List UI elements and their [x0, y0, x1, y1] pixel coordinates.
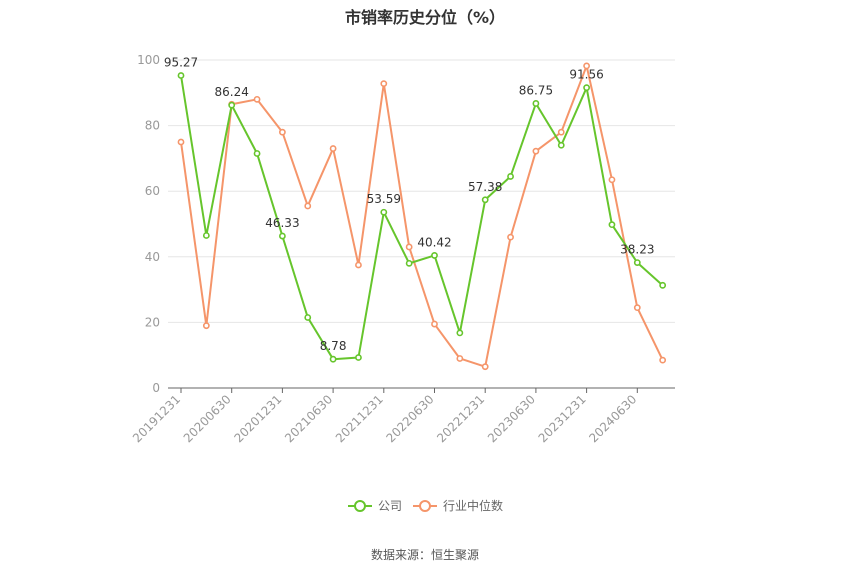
- data-point: [304, 202, 312, 210]
- data-point: [633, 259, 641, 267]
- chart-title: 市销率历史分位（%）: [344, 8, 506, 27]
- legend-label: 行业中位数: [443, 498, 503, 513]
- data-point: [659, 356, 667, 364]
- grid-lines: [168, 59, 675, 323]
- data-point: [659, 281, 667, 289]
- data-point: [228, 101, 236, 109]
- data-point: [405, 259, 413, 267]
- data-labels: 95.27 86.24 46.33 8.78 53.59 40.42 57.38 86.75 9…: [164, 56, 655, 354]
- legend: 公司 行业中位数: [348, 498, 503, 513]
- data-point: [431, 320, 438, 328]
- data-label: 91.56: [569, 68, 603, 82]
- x-tick-label: 20210630: [282, 392, 335, 445]
- data-point: [304, 314, 312, 321]
- y-tick-label: 20: [145, 315, 160, 329]
- legend-swatch-marker: [354, 500, 366, 512]
- y-tick-label: 100: [137, 53, 160, 67]
- data-point: [329, 355, 337, 363]
- data-label: 40.42: [417, 235, 451, 249]
- legend-item-company: 公司: [348, 499, 402, 513]
- legend-label: 公司: [378, 499, 402, 513]
- x-tick-label: 20221231: [434, 392, 487, 445]
- data-point: [202, 322, 210, 330]
- data-point: [253, 150, 261, 157]
- data-label: 53.59: [367, 192, 401, 206]
- data-source: 数据来源：恒生聚源: [370, 548, 479, 562]
- y-tick-label: 0: [152, 381, 160, 395]
- data-point: [608, 176, 616, 184]
- data-point: [507, 173, 514, 180]
- data-point: [278, 232, 286, 240]
- data-label: 57.38: [468, 180, 502, 194]
- y-tick-label: 60: [145, 184, 160, 198]
- x-tick-label: 20220630: [384, 392, 437, 445]
- data-point: [355, 354, 362, 361]
- data-point: [557, 141, 565, 149]
- legend-swatch-marker: [419, 500, 431, 512]
- x-tick-label: 20211231: [333, 392, 386, 445]
- data-point: [431, 252, 438, 259]
- data-point: [633, 304, 641, 312]
- series-line-industry-median: [180, 64, 664, 368]
- data-point: [532, 100, 540, 107]
- x-tick-label: 20240630: [586, 392, 639, 445]
- data-label: 95.27: [164, 56, 198, 70]
- data-point: [380, 208, 388, 216]
- data-point: [456, 329, 464, 337]
- data-point: [177, 138, 185, 146]
- data-label: 38.23: [620, 243, 654, 257]
- data-label: 46.33: [265, 216, 299, 230]
- data-point: [202, 232, 210, 239]
- data-point: [380, 80, 388, 88]
- data-point: [253, 95, 261, 103]
- x-tick-label: 20200630: [181, 392, 234, 445]
- data-label: 86.24: [215, 85, 249, 99]
- data-point: [583, 84, 590, 92]
- x-tick-label: 20201231: [231, 392, 284, 445]
- data-point: [177, 72, 185, 79]
- data-label: 8.78: [320, 339, 347, 353]
- x-tick-label: 20231231: [536, 392, 589, 445]
- y-tick-label: 40: [145, 250, 160, 264]
- data-point: [481, 363, 489, 371]
- legend-item-industry-median: 行业中位数: [413, 498, 503, 513]
- data-point: [456, 355, 464, 362]
- data-point: [355, 261, 362, 269]
- series-lines: [177, 62, 667, 371]
- data-point: [405, 243, 413, 251]
- data-label: 86.75: [519, 83, 553, 97]
- x-tick-label: 20191231: [130, 392, 183, 445]
- data-point: [532, 147, 540, 155]
- data-point: [583, 62, 590, 70]
- data-point: [278, 128, 286, 136]
- data-point: [608, 221, 616, 229]
- y-tick-label: 80: [145, 119, 160, 133]
- data-point: [329, 145, 337, 152]
- series-line-company: [180, 75, 664, 361]
- data-point: [481, 196, 489, 204]
- data-point: [507, 233, 514, 241]
- data-point: [557, 128, 565, 136]
- x-tick-label: 20230630: [485, 392, 538, 445]
